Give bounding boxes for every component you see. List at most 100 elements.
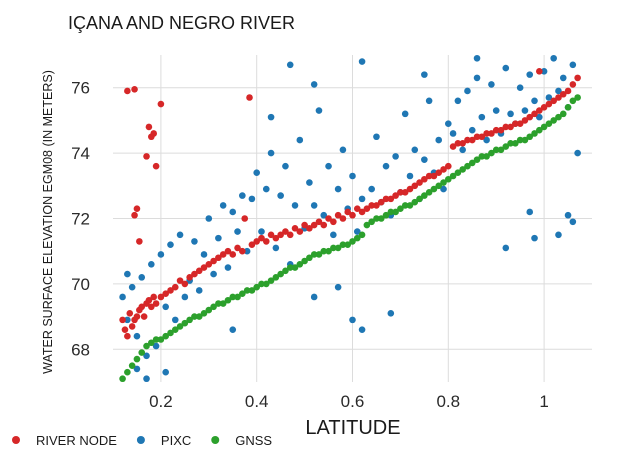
- gnss-point: [459, 166, 466, 173]
- legend-label: GNSS: [235, 433, 272, 448]
- river-node-point: [569, 81, 577, 88]
- pixc-point: [358, 326, 366, 333]
- pixc-point: [157, 251, 165, 258]
- pixc-point: [492, 107, 500, 114]
- river-node-point: [286, 231, 294, 239]
- gnss-point: [195, 313, 203, 320]
- river-node-point: [440, 166, 447, 173]
- river-node-point: [540, 104, 548, 111]
- gnss-point: [502, 143, 510, 150]
- river-node-point: [492, 126, 500, 134]
- pixc-point: [334, 185, 342, 193]
- river-node-point: [136, 238, 143, 245]
- gnss-point: [473, 156, 481, 163]
- river-node-point: [488, 130, 495, 137]
- river-node-point: [296, 228, 304, 235]
- river-node-point: [377, 198, 385, 206]
- river-node-point: [464, 136, 471, 144]
- gnss-point: [536, 126, 543, 134]
- pixc-point: [411, 146, 419, 154]
- x-tick-label: 0.8: [436, 392, 460, 411]
- pixc-point: [310, 81, 318, 88]
- river-node-point: [133, 313, 141, 320]
- river-node-point: [248, 241, 256, 248]
- pixc-point: [449, 130, 457, 137]
- river-node-point: [406, 185, 414, 193]
- legend-label: RIVER NODE: [36, 433, 117, 448]
- gnss-point: [152, 336, 160, 343]
- river-node-point: [310, 221, 318, 229]
- river-node-point: [140, 313, 148, 320]
- gnss-point: [353, 234, 361, 242]
- river-node-point: [152, 300, 160, 307]
- gnss-point: [138, 349, 146, 356]
- gnss-point: [540, 123, 548, 131]
- river-node-point: [536, 107, 543, 114]
- pixc-point: [339, 146, 347, 154]
- river-node-point: [325, 215, 332, 222]
- pixc-point: [258, 228, 265, 235]
- river-node-point: [306, 225, 313, 232]
- river-node-point: [512, 120, 519, 127]
- pixc-point: [540, 68, 548, 75]
- pixc-point: [124, 316, 131, 324]
- gnss-point: [559, 110, 567, 118]
- gnss-point: [267, 277, 275, 284]
- pixc-point: [401, 110, 409, 118]
- gnss-point: [171, 326, 179, 333]
- chart-title: IÇANA AND NEGRO RIVER: [68, 13, 295, 33]
- x-tick-label: 0.2: [149, 392, 173, 411]
- gnss-point: [507, 139, 514, 147]
- gnss-point: [344, 241, 352, 248]
- river-node-point: [150, 130, 158, 137]
- y-tick-label: 70: [71, 275, 90, 294]
- gnss-point: [277, 270, 284, 278]
- pixc-point: [133, 332, 141, 340]
- river-node-point: [545, 100, 553, 108]
- y-tick-label: 68: [71, 340, 90, 359]
- gnss-point: [464, 162, 471, 170]
- river-node-point: [272, 234, 280, 242]
- river-node-point: [186, 274, 193, 281]
- gnss-point: [526, 133, 534, 141]
- river-node-point: [349, 211, 356, 219]
- gnss-point: [449, 172, 457, 180]
- gnss-point: [306, 254, 313, 262]
- pixc-point: [358, 195, 366, 203]
- grid-lines: [113, 55, 592, 382]
- pixc-point: [162, 303, 169, 311]
- gnss-point: [416, 195, 423, 203]
- river-node-point: [219, 251, 227, 258]
- pixc-point: [473, 74, 481, 82]
- river-node-point: [215, 254, 222, 262]
- gnss-point: [387, 208, 395, 216]
- gnss-point: [425, 189, 433, 196]
- pixc-point: [483, 136, 490, 144]
- pixc-point: [291, 202, 299, 209]
- pixc-point: [521, 107, 529, 114]
- river-node-point: [200, 264, 208, 271]
- pixc-point: [473, 54, 481, 62]
- gnss-point: [516, 136, 524, 144]
- river-node-point: [334, 211, 342, 219]
- gnss-point: [181, 319, 189, 327]
- pixc-point: [320, 211, 328, 219]
- gnss-point: [411, 198, 419, 206]
- river-node-point: [478, 133, 486, 141]
- pixc-point: [171, 316, 179, 324]
- river-node-point: [291, 225, 299, 232]
- pixc-point: [162, 368, 169, 376]
- pixc-point: [421, 71, 428, 78]
- pixc-point: [224, 264, 232, 271]
- pixc-point: [200, 251, 208, 258]
- pixc-point: [421, 156, 428, 163]
- river-node-point: [401, 189, 409, 196]
- gnss-point: [148, 339, 155, 347]
- river-node-point: [397, 189, 404, 196]
- river-node-point: [564, 87, 572, 95]
- pixc-point: [502, 64, 510, 72]
- river-node-point: [502, 123, 510, 131]
- river-node-point: [121, 326, 129, 333]
- pixc-point: [555, 231, 562, 239]
- gnss-point: [550, 117, 557, 124]
